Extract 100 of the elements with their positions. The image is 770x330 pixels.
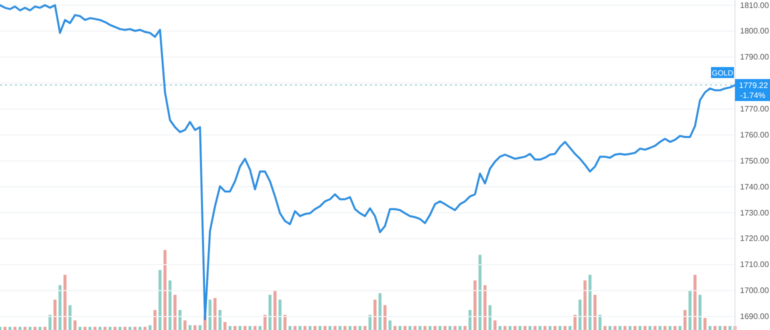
bar [404,326,406,330]
bar [414,326,416,330]
bar [574,314,576,330]
bar [228,326,232,330]
bar [168,280,172,330]
bar [334,326,336,330]
bar [698,294,702,330]
bar [394,326,396,330]
bar [554,326,556,330]
bar [58,285,62,330]
bar [344,326,346,330]
bar [238,326,242,330]
bar [108,326,112,330]
bar [4,326,6,330]
bar [644,326,646,330]
bar [508,326,512,330]
bar [564,326,566,330]
bar [488,305,492,330]
bar [374,300,376,330]
bar [354,326,356,330]
bar [198,325,202,330]
bar [408,326,412,330]
bar [434,326,436,330]
bar [174,294,176,330]
bar [234,326,236,330]
y-tick-label: 1730.00 [740,208,770,218]
bar [708,326,712,330]
y-tick-label: 1760.00 [740,130,770,140]
bar [428,326,432,330]
bar [668,326,672,330]
bar [504,326,506,330]
bar [598,314,602,330]
bar [18,326,22,330]
bar [558,326,562,330]
bar [278,300,282,330]
bar [454,326,456,330]
bar [268,294,272,330]
bar [248,326,252,330]
bar [624,326,626,330]
bar [114,326,116,330]
bar [538,326,542,330]
y-tick-label: 1720.00 [740,234,770,244]
bar [534,326,536,330]
bar [88,326,92,330]
bar [518,326,522,330]
bar [318,326,322,330]
bar [548,326,552,330]
bar [274,290,276,330]
y-tick-label: 1810.00 [740,0,770,10]
bar [634,326,636,330]
bar [424,326,426,330]
bar [324,326,326,330]
bar [14,326,16,330]
bar [264,314,266,330]
bar [608,326,612,330]
ref-line-label: 1779.22 [739,81,768,90]
y-tick-label: 1690.00 [740,312,770,322]
bar [494,320,496,330]
bar [164,250,166,330]
bar [718,326,722,330]
bar [438,326,442,330]
y-tick-label: 1750.00 [740,156,770,166]
bar [514,326,516,330]
bar [728,326,732,330]
bar [368,314,372,330]
bar [704,318,706,330]
bar [458,326,462,330]
bar [544,326,546,330]
bar [68,305,72,330]
bar [178,310,182,330]
bar [304,326,306,330]
bar [84,326,86,330]
bar [444,326,446,330]
y-tick-label: 1770.00 [740,104,770,114]
bar [284,314,286,330]
bar [308,326,312,330]
y-tick-label: 1700.00 [740,286,770,296]
bar [224,322,226,330]
bar [214,298,216,330]
bar [78,326,82,330]
bar [24,326,26,330]
bar [588,274,592,330]
bar [218,310,222,330]
bar [448,326,452,330]
bar [254,326,256,330]
bar [358,326,362,330]
bar [44,326,46,330]
bar [244,326,246,330]
bar [658,326,662,330]
bar [618,326,622,330]
bar [34,326,36,330]
y-tick-label: 1790.00 [740,52,770,62]
bar [288,326,292,330]
bar [184,320,186,330]
bar [484,285,486,330]
bar [8,326,12,330]
bar [54,300,56,330]
bar [674,326,676,330]
bar [714,326,716,330]
bar [418,326,422,330]
